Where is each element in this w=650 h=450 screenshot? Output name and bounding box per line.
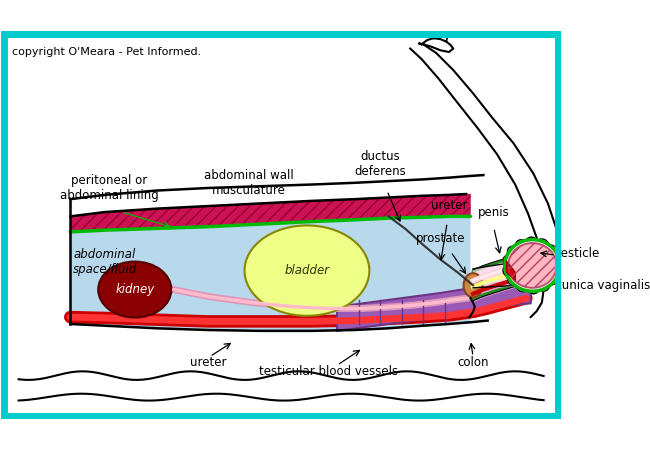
Text: abdominal
space/fluid: abdominal space/fluid bbox=[73, 248, 136, 276]
Text: testicle: testicle bbox=[556, 247, 600, 260]
Text: testicular blood vessels: testicular blood vessels bbox=[259, 365, 398, 378]
Ellipse shape bbox=[98, 261, 172, 318]
Text: peritoneal or
abdominal lining: peritoneal or abdominal lining bbox=[60, 174, 159, 202]
Ellipse shape bbox=[463, 273, 482, 297]
Polygon shape bbox=[337, 279, 530, 331]
Text: ductus
deferens: ductus deferens bbox=[354, 150, 406, 178]
Text: colon: colon bbox=[458, 356, 489, 369]
Ellipse shape bbox=[505, 240, 560, 291]
Text: abdominal wall
musculature: abdominal wall musculature bbox=[204, 170, 294, 198]
Text: kidney: kidney bbox=[115, 283, 155, 296]
Polygon shape bbox=[70, 216, 471, 331]
Ellipse shape bbox=[508, 243, 556, 288]
Polygon shape bbox=[506, 261, 515, 281]
Ellipse shape bbox=[244, 225, 369, 316]
Text: prostate: prostate bbox=[415, 232, 465, 245]
Text: bladder: bladder bbox=[284, 264, 330, 277]
Text: ureter: ureter bbox=[431, 199, 467, 212]
Text: penis: penis bbox=[478, 206, 510, 219]
Text: tunica vaginalis: tunica vaginalis bbox=[556, 279, 650, 292]
Polygon shape bbox=[70, 194, 471, 232]
Text: copyright O'Meara - Pet Informed.: copyright O'Meara - Pet Informed. bbox=[12, 47, 201, 57]
Polygon shape bbox=[503, 237, 562, 294]
Text: ureter: ureter bbox=[190, 356, 226, 369]
